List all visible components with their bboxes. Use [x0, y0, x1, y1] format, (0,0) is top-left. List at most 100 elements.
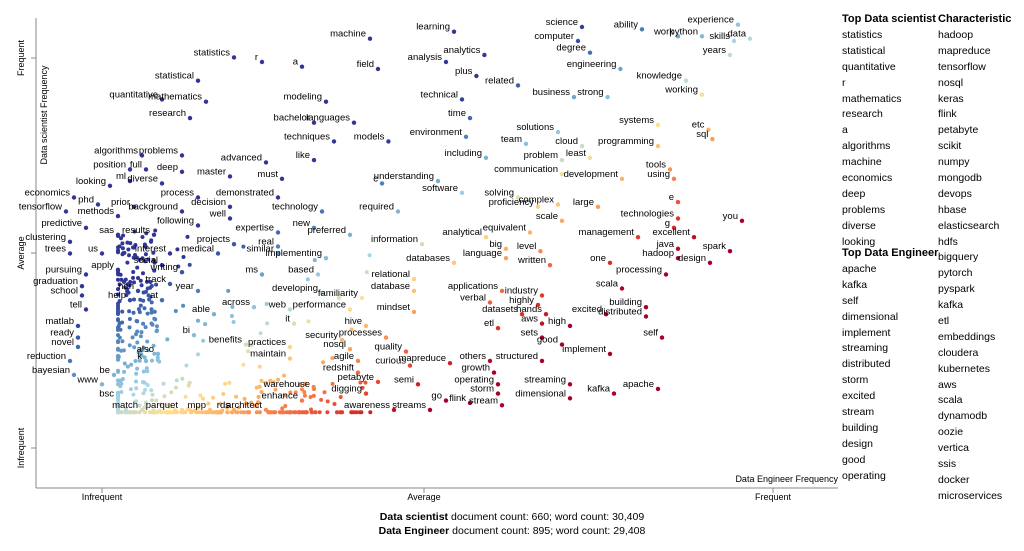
- term-point[interactable]: [195, 78, 201, 83]
- term-point[interactable]: [115, 396, 121, 401]
- term-point[interactable]: [482, 52, 487, 58]
- term-point[interactable]: [559, 157, 565, 163]
- term-point[interactable]: [347, 232, 353, 237]
- term-point[interactable]: [643, 305, 649, 310]
- term-point[interactable]: [383, 335, 389, 340]
- term-point[interactable]: [675, 199, 681, 205]
- term-point[interactable]: [275, 251, 281, 256]
- term-point[interactable]: [319, 209, 325, 214]
- term-point[interactable]: [605, 94, 610, 100]
- term-point[interactable]: [187, 115, 193, 121]
- term-point[interactable]: [727, 52, 733, 58]
- term-point[interactable]: [347, 347, 353, 352]
- term-point[interactable]: [323, 99, 329, 104]
- term-point[interactable]: [115, 213, 121, 219]
- term-point[interactable]: [203, 99, 209, 104]
- term-point[interactable]: [211, 312, 217, 317]
- term-point[interactable]: [67, 251, 73, 256]
- term-point[interactable]: [671, 225, 677, 230]
- term-point[interactable]: [131, 204, 137, 209]
- term-point[interactable]: [538, 249, 543, 254]
- term-point[interactable]: [451, 260, 457, 265]
- term-point[interactable]: [311, 386, 317, 392]
- term-point[interactable]: [675, 34, 681, 39]
- term-point[interactable]: [710, 136, 715, 142]
- term-point[interactable]: [675, 246, 681, 251]
- term-point[interactable]: [403, 349, 409, 354]
- term-point[interactable]: [567, 396, 573, 401]
- term-point[interactable]: [135, 288, 141, 294]
- term-point[interactable]: [539, 335, 545, 340]
- term-point[interactable]: [407, 363, 413, 368]
- term-point[interactable]: [311, 225, 317, 230]
- term-point[interactable]: [111, 372, 117, 378]
- term-point[interactable]: [619, 176, 625, 181]
- term-point[interactable]: [67, 358, 73, 364]
- term-point[interactable]: [359, 295, 365, 301]
- term-point[interactable]: [391, 407, 397, 413]
- term-point[interactable]: [447, 361, 453, 366]
- term-point[interactable]: [639, 27, 645, 32]
- term-point[interactable]: [299, 398, 305, 403]
- term-point[interactable]: [663, 272, 669, 277]
- term-point[interactable]: [227, 216, 233, 221]
- term-point[interactable]: [495, 391, 501, 396]
- term-point[interactable]: [386, 139, 391, 144]
- term-point[interactable]: [618, 66, 623, 72]
- term-point[interactable]: [323, 256, 329, 261]
- term-point[interactable]: [587, 50, 593, 55]
- term-point[interactable]: [459, 190, 465, 195]
- term-point[interactable]: [411, 277, 417, 282]
- term-point[interactable]: [315, 272, 321, 277]
- term-point[interactable]: [71, 372, 77, 378]
- term-point[interactable]: [179, 169, 185, 174]
- term-point[interactable]: [363, 391, 369, 396]
- term-point[interactable]: [483, 235, 489, 240]
- term-point[interactable]: [491, 370, 497, 375]
- term-point[interactable]: [339, 337, 345, 343]
- term-point[interactable]: [411, 309, 417, 315]
- term-point[interactable]: [99, 251, 105, 256]
- term-point[interactable]: [195, 288, 201, 294]
- term-point[interactable]: [539, 321, 545, 326]
- term-point[interactable]: [179, 153, 185, 158]
- term-point[interactable]: [655, 386, 661, 392]
- term-point[interactable]: [659, 335, 665, 340]
- term-point[interactable]: [259, 59, 265, 65]
- term-point[interactable]: [159, 298, 165, 303]
- term-point[interactable]: [707, 260, 713, 265]
- term-point[interactable]: [499, 288, 505, 294]
- term-point[interactable]: [411, 288, 417, 294]
- term-point[interactable]: [559, 342, 565, 347]
- term-point[interactable]: [95, 202, 101, 207]
- term-point[interactable]: [655, 143, 661, 149]
- term-point[interactable]: [487, 300, 493, 305]
- term-point[interactable]: [443, 59, 449, 65]
- term-point[interactable]: [467, 115, 473, 121]
- term-point[interactable]: [155, 351, 161, 357]
- term-point[interactable]: [263, 160, 269, 165]
- term-point[interactable]: [667, 167, 673, 172]
- term-point[interactable]: [251, 305, 257, 310]
- term-point[interactable]: [443, 398, 449, 403]
- term-point[interactable]: [179, 209, 185, 214]
- term-point[interactable]: [275, 244, 281, 249]
- term-point[interactable]: [351, 120, 357, 125]
- term-point[interactable]: [143, 167, 149, 172]
- term-point[interactable]: [127, 167, 133, 172]
- term-point[interactable]: [375, 66, 381, 72]
- term-point[interactable]: [515, 195, 521, 200]
- term-point[interactable]: [71, 195, 77, 200]
- term-point[interactable]: [535, 302, 541, 308]
- term-point[interactable]: [435, 178, 441, 184]
- term-point[interactable]: [467, 400, 473, 406]
- term-point[interactable]: [139, 153, 145, 158]
- term-point[interactable]: [739, 218, 745, 223]
- term-point[interactable]: [543, 312, 549, 317]
- term-point[interactable]: [159, 181, 165, 186]
- term-point[interactable]: [567, 323, 573, 329]
- term-point[interactable]: [67, 239, 73, 244]
- term-point[interactable]: [419, 242, 425, 247]
- term-point[interactable]: [319, 291, 325, 296]
- term-point[interactable]: [671, 176, 677, 181]
